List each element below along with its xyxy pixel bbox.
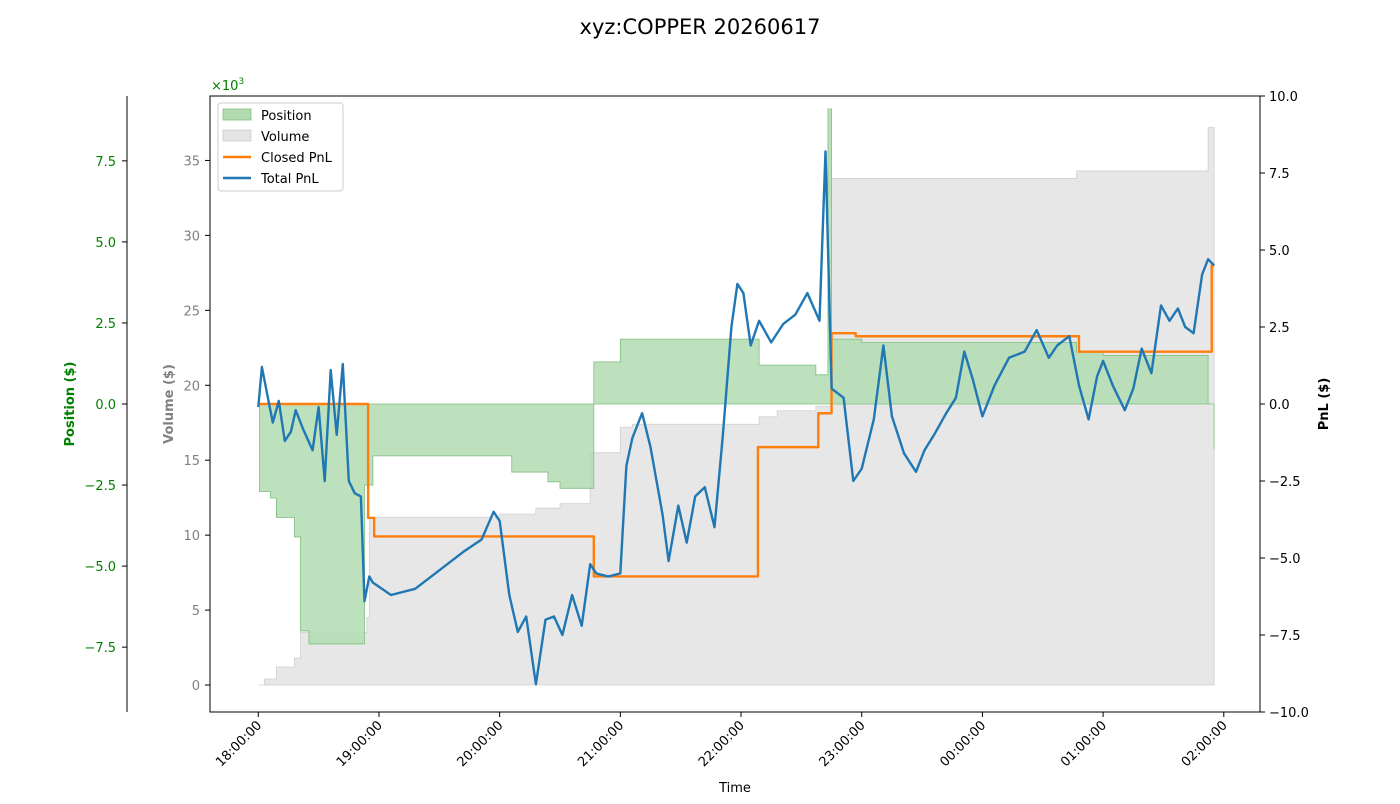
position-tick-label: 0.0 (95, 398, 116, 413)
pnl-axis-label: PnL ($) (1317, 378, 1332, 431)
volume-tick-label: 30 (183, 229, 200, 244)
legend-swatch-position (222, 108, 252, 121)
x-tick-label: 20:00:00 (455, 718, 507, 770)
x-tick-label: 23:00:00 (817, 718, 869, 770)
pnl-tick-label: 0.0 (1269, 398, 1290, 413)
pnl-lines (257, 150, 1215, 686)
volume-tick-label: 5 (192, 604, 200, 619)
volume-tick-label: 20 (183, 379, 200, 394)
pnl-tick-label: 10.0 (1269, 90, 1298, 105)
pnl-tick-label: 7.5 (1269, 167, 1290, 182)
legend-swatch-volume (222, 129, 252, 142)
pnl-tick-label: −5.0 (1269, 552, 1301, 567)
legend-box (217, 102, 344, 192)
pnl-tick-label: −10.0 (1269, 706, 1309, 721)
x-tick-label: 18:00:00 (213, 718, 265, 770)
position-tick-label: −5.0 (84, 560, 116, 575)
position-tick-label: −2.5 (84, 479, 116, 494)
position-axis-label: Position ($) (63, 362, 78, 447)
pnl-tick-label: −2.5 (1269, 475, 1301, 490)
area-fills (258, 108, 1215, 686)
x-tick-label: 01:00:00 (1058, 718, 1110, 770)
x-tick-label: 22:00:00 (696, 718, 748, 770)
x-axis-label: Time (718, 781, 751, 796)
x-tick-label: 00:00:00 (937, 718, 989, 770)
position-tick-label: 7.5 (95, 155, 116, 170)
pnl-tick-label: 2.5 (1269, 321, 1290, 336)
volume-tick-label: 0 (192, 679, 200, 694)
pnl-tick-label: −7.5 (1269, 629, 1301, 644)
volume-tick-label: 15 (183, 454, 200, 469)
volume-tick-label: 10 (183, 529, 200, 544)
position-tick-label: −7.5 (84, 641, 116, 656)
legend-label: Total PnL (260, 172, 319, 187)
x-tick-label: 19:00:00 (334, 718, 386, 770)
total-pnl-line (257, 150, 1215, 686)
x-tick-label: 02:00:00 (1179, 718, 1231, 770)
x-tick-label: 21:00:00 (575, 718, 627, 770)
position-scale-label: ×103 (211, 77, 244, 94)
legend: Position Volume Closed PnL Total PnL (217, 102, 344, 192)
chart-title: xyz:COPPER 20260617 (580, 15, 821, 39)
volume-axis-label: Volume ($) (162, 364, 177, 444)
position-tick-label: 5.0 (95, 236, 116, 251)
closed-pnl-line (258, 264, 1215, 578)
volume-tick-label: 35 (183, 154, 200, 169)
volume-tick-label: 25 (183, 304, 200, 319)
legend-label: Closed PnL (261, 151, 333, 166)
position-tick-label: 2.5 (95, 317, 116, 332)
legend-label: Position (261, 109, 312, 124)
legend-label: Volume (261, 130, 309, 145)
pnl-tick-label: 5.0 (1269, 244, 1290, 259)
